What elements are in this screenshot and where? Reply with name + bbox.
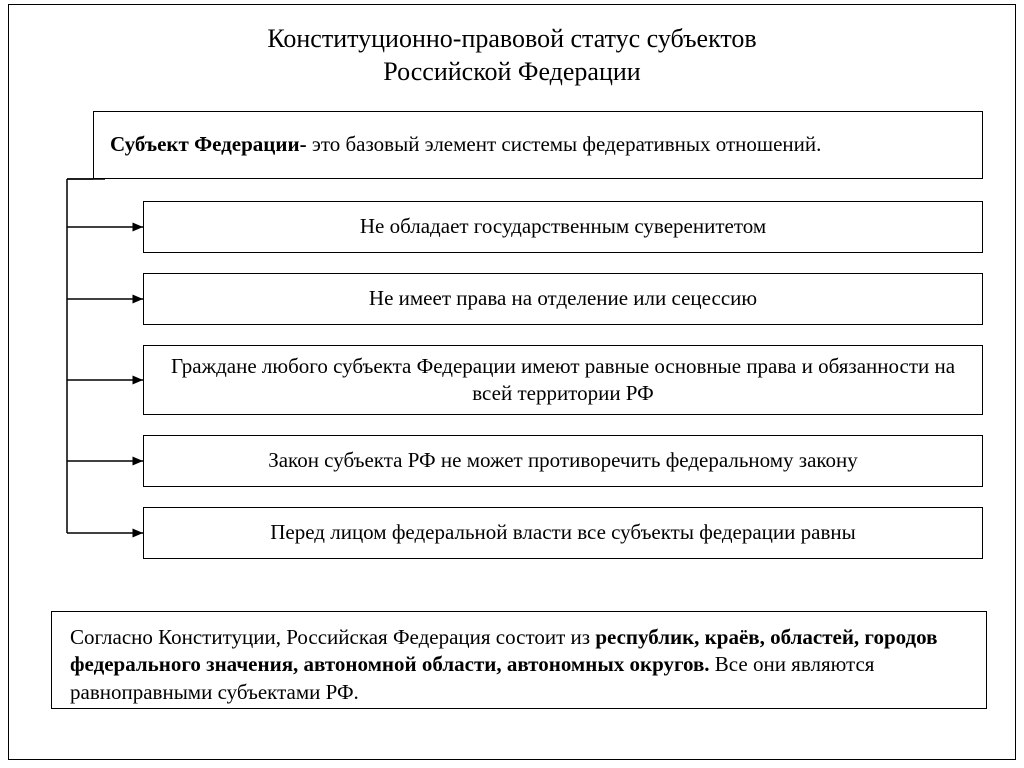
property-text: Перед лицом федеральной власти все субъе… xyxy=(270,519,855,546)
property-text: Не имеет права на отделение или сецессию xyxy=(369,285,757,312)
diagram-title: Конституционно-правовой статус субъектов… xyxy=(9,23,1015,88)
outer-frame: Конституционно-правовой статус субъектов… xyxy=(8,4,1016,760)
property-box-2: Не имеет права на отделение или сецессию xyxy=(143,273,983,325)
property-text: Не обладает государственным суверенитето… xyxy=(360,213,766,240)
title-line2: Российской Федерации xyxy=(383,57,640,86)
title-line1: Конституционно-правовой статус субъектов xyxy=(267,24,756,53)
property-text: Граждане любого субъекта Федерации имеют… xyxy=(160,353,966,408)
summary-pre: Согласно Конституции, Российская Федерац… xyxy=(70,625,595,649)
property-box-5: Перед лицом федеральной власти все субъе… xyxy=(143,507,983,559)
property-box-1: Не обладает государственным суверенитето… xyxy=(143,201,983,253)
definition-text: это базовый элемент системы федеративных… xyxy=(307,132,822,156)
property-box-4: Закон субъекта РФ не может противоречить… xyxy=(143,435,983,487)
definition-term: Субъект Федерации- xyxy=(110,132,307,156)
property-text: Закон субъекта РФ не может противоречить… xyxy=(268,447,858,474)
property-box-3: Граждане любого субъекта Федерации имеют… xyxy=(143,345,983,415)
definition-box: Субъект Федерации- это базовый элемент с… xyxy=(93,111,983,179)
summary-box: Согласно Конституции, Российская Федерац… xyxy=(51,611,987,709)
